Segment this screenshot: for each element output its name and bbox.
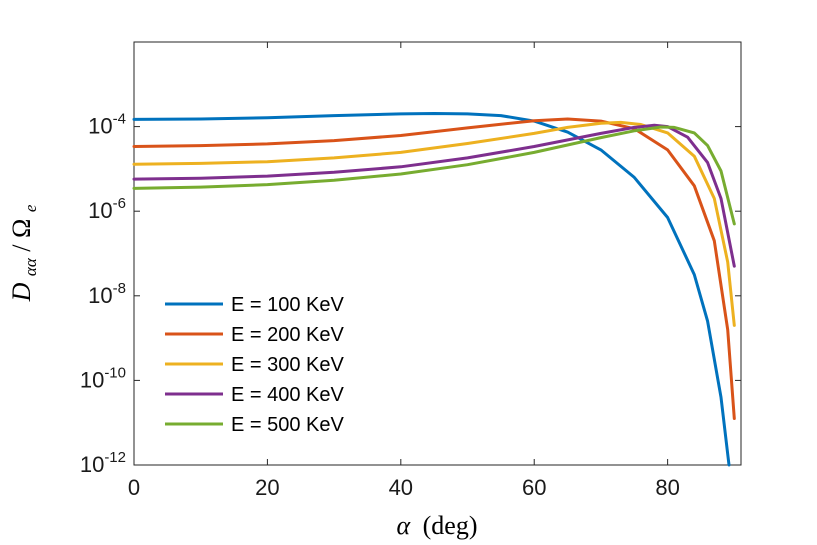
legend-label-5: E = 500 KeV [231,414,345,436]
x-tick-label: 20 [255,475,279,500]
legend-label-1: E = 100 KeV [231,294,345,316]
y-tick-label: 10-4 [88,111,126,139]
y-tick-label: 10-8 [88,280,126,308]
series-line-2 [132,117,736,420]
y-tick-label: 10-10 [80,364,126,392]
legend-label-3: E = 300 KeV [231,354,345,376]
x-tick-label: 40 [389,475,413,500]
legend-label-2: E = 200 KeV [231,324,345,346]
x-tick-label: 0 [128,475,140,500]
series-line-4 [132,123,736,268]
x-axis-label: α (deg) [396,511,477,540]
plot-area [133,41,742,466]
x-tick-label: 60 [522,475,546,500]
y-tick-label: 10-12 [80,449,126,477]
y-axis-label: D αα / Ω e [7,204,42,302]
series-line-5 [132,125,736,226]
legend: E = 100 KeV E = 200 KeV E = 300 KeV E = 400… [165,294,345,436]
y-tick-label: 10-6 [88,195,126,223]
series-layer [132,112,736,467]
series-line-3 [132,120,736,327]
y-axis-ticks: 10-12 10-10 10-8 10-6 10-4 [80,111,741,477]
legend-label-4: E = 400 KeV [231,384,345,406]
x-tick-label: 80 [655,475,679,500]
x-axis-ticks: 0 20 40 60 80 [128,42,680,500]
